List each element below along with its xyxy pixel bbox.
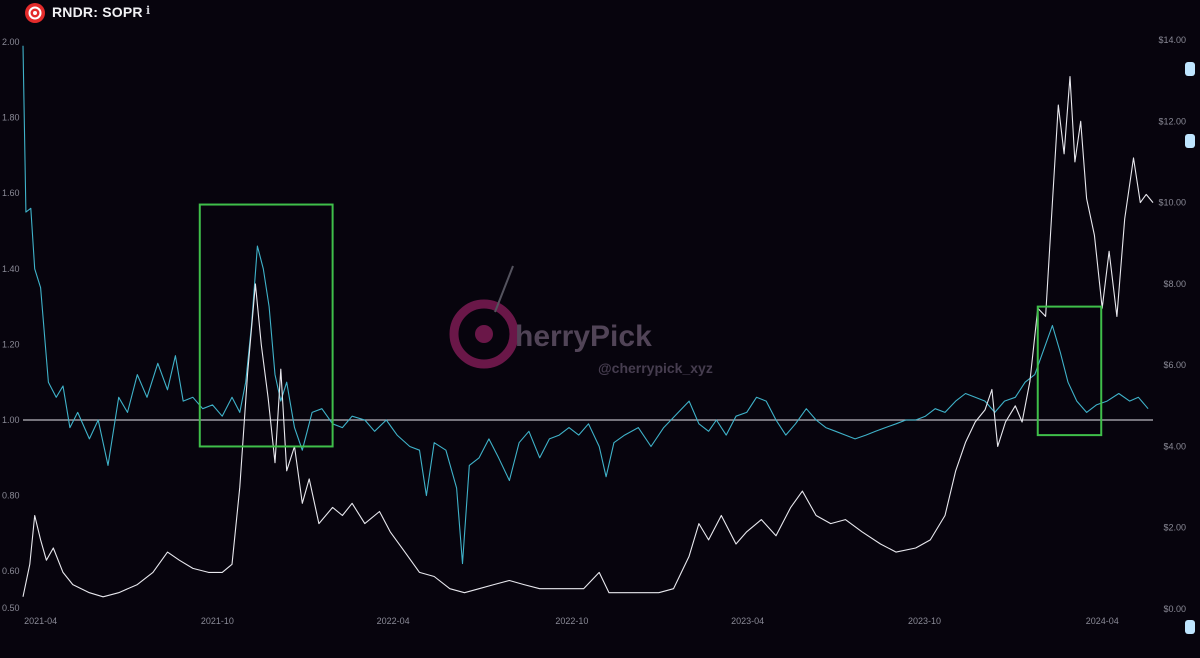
x-tick-label: 2023-04 — [731, 616, 764, 626]
x-tick-label: 2021-10 — [201, 616, 234, 626]
y-left-tick-label: 1.40 — [2, 264, 20, 274]
y-left-tick-label: 1.00 — [2, 415, 20, 425]
x-tick-label: 2022-10 — [555, 616, 588, 626]
x-tick-label: 2022-04 — [377, 616, 410, 626]
sopr-line — [22, 45, 1149, 565]
y-left-tick-label: 1.80 — [2, 113, 20, 123]
cherry-logo-icon — [449, 299, 519, 369]
y-right-tick-label: $14.00 — [1158, 35, 1186, 45]
watermark-handle: @cherrypick_xyz — [598, 360, 713, 376]
y-right-tick-label: $8.00 — [1163, 279, 1186, 289]
y-right-tick-label: $2.00 — [1163, 523, 1186, 533]
cherry-stem — [494, 265, 514, 313]
cherrypick-watermark: herryPick @cherrypick_xyz — [449, 265, 713, 376]
y-left-tick-label: 0.50 — [2, 603, 20, 613]
axis-scroll-handle-bottom[interactable] — [1185, 620, 1195, 634]
y-left-tick-label: 2.00 — [2, 37, 20, 47]
axis-scroll-handle-middle[interactable] — [1185, 134, 1195, 148]
info-icon[interactable]: i — [146, 4, 151, 17]
highlight-box-1 — [198, 203, 334, 448]
chart-header: RNDR: SOPR i — [0, 0, 1200, 28]
y-right-tick-label: $12.00 — [1158, 116, 1186, 126]
y-left-tick-label: 1.20 — [2, 339, 20, 349]
x-tick-label: 2024-04 — [1086, 616, 1119, 626]
rndr-logo-icon — [25, 3, 45, 23]
x-tick-label: 2021-04 — [24, 616, 57, 626]
x-tick-label: 2023-10 — [908, 616, 941, 626]
y-left-tick-label: 0.80 — [2, 491, 20, 501]
cherry-logo-dot — [475, 325, 493, 343]
watermark-brand: herryPick — [515, 320, 652, 353]
y-left-tick-label: 0.60 — [2, 566, 20, 576]
highlight-box-2 — [1036, 305, 1103, 437]
y-right-tick-label: $0.00 — [1163, 604, 1186, 614]
y-right-tick-label: $4.00 — [1163, 441, 1186, 451]
chart-title: RNDR: SOPR — [52, 4, 143, 20]
y-right-tick-label: $10.00 — [1158, 198, 1186, 208]
y-left-tick-label: 1.60 — [2, 188, 20, 198]
axis-scroll-handle-top[interactable] — [1185, 62, 1195, 76]
y-right-tick-label: $6.00 — [1163, 360, 1186, 370]
